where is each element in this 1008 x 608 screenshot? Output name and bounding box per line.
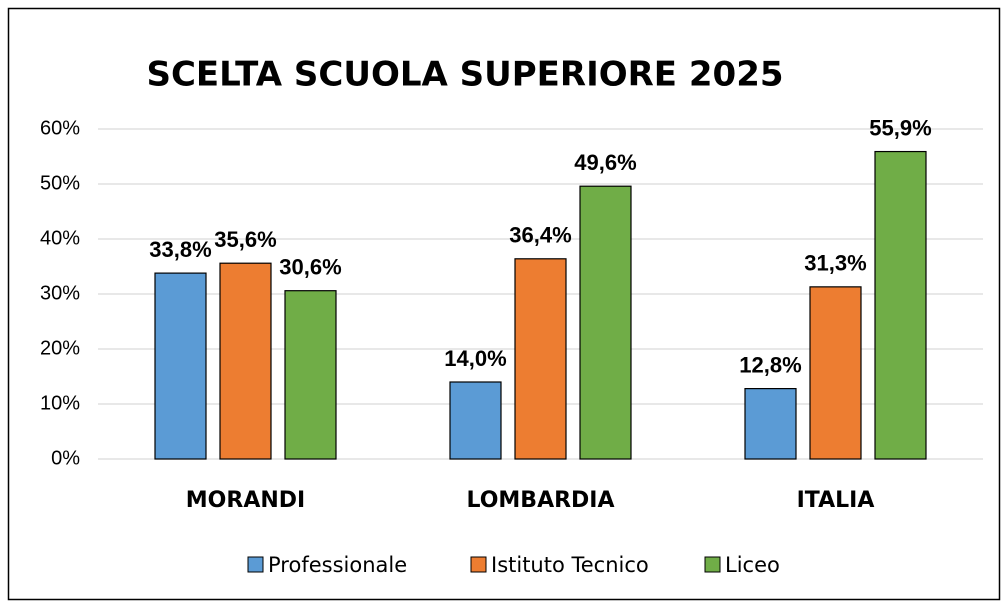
bar (449, 381, 502, 460)
value-label: 55,9% (869, 115, 931, 140)
bar (874, 150, 927, 460)
y-tick-label: 50% (40, 172, 80, 194)
bar (579, 185, 632, 460)
bar (284, 290, 337, 460)
y-tick-label: 30% (40, 282, 80, 304)
value-label: 14,0% (444, 346, 506, 371)
y-tick-label: 0% (51, 447, 80, 469)
x-tick-label: ITALIA (797, 488, 875, 513)
legend-swatch (470, 556, 487, 573)
y-tick-label: 40% (40, 227, 80, 249)
bar (514, 258, 567, 460)
bar (744, 388, 797, 460)
bar (809, 286, 862, 460)
y-tick-label: 60% (40, 117, 80, 139)
value-label: 36,4% (509, 223, 571, 248)
value-label: 49,6% (574, 150, 636, 175)
y-tick-label: 10% (40, 392, 80, 414)
value-label: 30,6% (279, 255, 341, 280)
value-label: 33,8% (149, 237, 211, 262)
bar (219, 262, 272, 460)
legend-label: Professionale (268, 553, 407, 577)
legend-label: Istituto Tecnico (491, 553, 649, 577)
value-label: 35,6% (214, 227, 276, 252)
y-tick-label: 20% (40, 337, 80, 359)
x-tick-label: LOMBARDIA (466, 488, 614, 513)
chart-title: SCELTA SCUOLA SUPERIORE 2025 (146, 55, 783, 95)
value-label: 31,3% (804, 251, 866, 276)
legend-label: Liceo (725, 553, 780, 577)
bar (154, 272, 207, 460)
legend-swatch (247, 556, 264, 573)
legend-swatch (704, 556, 721, 573)
x-tick-label: MORANDI (186, 488, 305, 513)
value-label: 12,8% (739, 352, 801, 377)
